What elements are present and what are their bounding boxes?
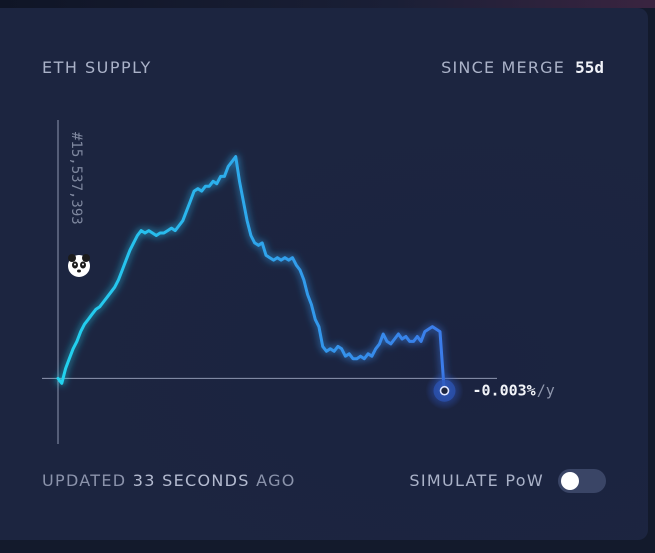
updated-status: UPDATED 33 SECONDS AGO bbox=[42, 471, 296, 490]
supply-card: ETH SUPPLY SINCE MERGE 55d #15,537,393 bbox=[0, 8, 648, 540]
simulate-pow-label: SIMULATE PoW bbox=[409, 471, 544, 490]
updated-prefix: UPDATED bbox=[42, 471, 127, 490]
since-merge-label: SINCE MERGE bbox=[441, 58, 566, 77]
panda-icon bbox=[68, 254, 90, 277]
since-merge-value: 55d bbox=[575, 58, 604, 77]
supply-series-line bbox=[56, 155, 446, 393]
block-number-label: #15,537,393 bbox=[68, 132, 84, 225]
since-merge: SINCE MERGE 55d bbox=[441, 58, 604, 77]
supply-rate-unit: /y bbox=[537, 382, 555, 400]
updated-value: 33 SECONDS bbox=[132, 471, 250, 490]
top-bar bbox=[0, 0, 655, 8]
supply-chart: #15,537,393 -0.003% /y bbox=[42, 120, 555, 444]
toggle-knob[interactable] bbox=[561, 472, 579, 490]
updated-suffix: AGO bbox=[256, 471, 296, 490]
pulse-dot-icon bbox=[425, 371, 464, 410]
simulate-pow-toggle[interactable] bbox=[558, 469, 606, 493]
card-title: ETH SUPPLY bbox=[42, 58, 152, 77]
supply-rate-value: -0.003% bbox=[473, 382, 536, 400]
